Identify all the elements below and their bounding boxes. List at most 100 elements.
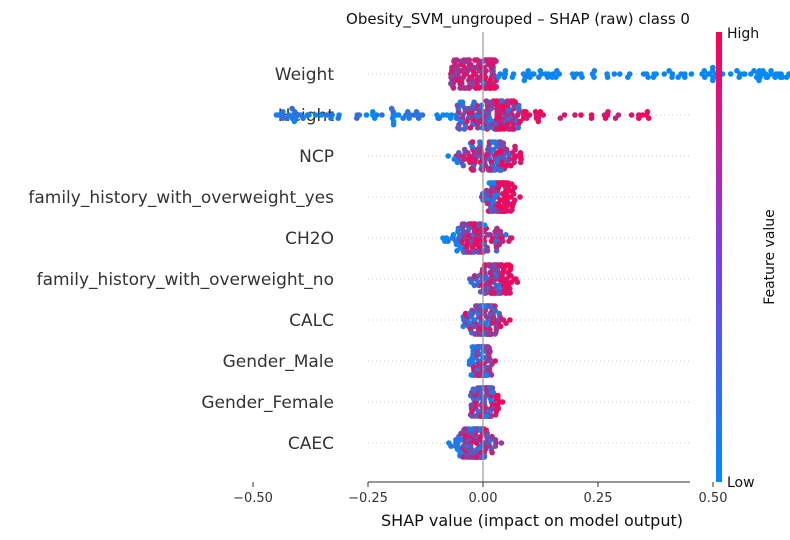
shap-point bbox=[492, 85, 498, 91]
shap-point bbox=[494, 126, 500, 132]
shap-point bbox=[474, 125, 481, 131]
shap-point bbox=[461, 126, 468, 132]
shap-point bbox=[682, 74, 688, 80]
shap-point bbox=[464, 249, 470, 255]
shap-point bbox=[477, 372, 484, 378]
shap-point bbox=[455, 225, 462, 232]
shap-point bbox=[467, 159, 473, 166]
shap-point bbox=[740, 71, 747, 77]
shap-point bbox=[496, 310, 503, 317]
shap-point bbox=[753, 74, 760, 80]
shap-point bbox=[442, 238, 448, 244]
shap-point bbox=[460, 323, 467, 330]
shap-point bbox=[494, 159, 501, 166]
shap-point bbox=[487, 167, 494, 173]
shap-point bbox=[645, 115, 652, 121]
shap-point bbox=[483, 85, 489, 91]
shap-point bbox=[604, 74, 611, 80]
shap-point bbox=[489, 139, 496, 145]
shap-point bbox=[499, 180, 505, 186]
shap-point bbox=[588, 115, 595, 121]
shap-point bbox=[492, 412, 499, 418]
shap-point bbox=[328, 115, 334, 121]
shap-point bbox=[453, 115, 460, 121]
shap-point bbox=[557, 115, 564, 121]
shap-point bbox=[469, 413, 475, 419]
shap-point bbox=[669, 74, 675, 80]
shap-point bbox=[517, 118, 523, 125]
shap-point bbox=[495, 74, 502, 80]
shap-point bbox=[496, 241, 503, 248]
shap-point bbox=[499, 208, 506, 214]
x-tick-label: −0.25 bbox=[348, 491, 388, 506]
shap-point bbox=[472, 241, 479, 248]
colorbar-low-label: Low bbox=[727, 475, 755, 491]
shap-point bbox=[491, 262, 497, 268]
shap-point bbox=[473, 454, 480, 460]
shap-point bbox=[470, 344, 477, 350]
shap-point bbox=[459, 99, 466, 105]
shap-point bbox=[483, 372, 490, 378]
shap-point bbox=[283, 115, 289, 121]
shap-point bbox=[466, 426, 473, 432]
shap-point bbox=[488, 238, 495, 244]
shap-point bbox=[579, 74, 585, 80]
shap-point bbox=[536, 74, 542, 80]
shap-point bbox=[466, 57, 472, 63]
shap-point bbox=[485, 146, 491, 153]
shap-point bbox=[483, 187, 490, 194]
shap-point bbox=[497, 323, 504, 330]
shap-point bbox=[572, 112, 578, 118]
shap-point bbox=[335, 115, 342, 121]
shap-point bbox=[291, 118, 298, 125]
shap-point bbox=[460, 162, 467, 169]
shap-point bbox=[645, 74, 651, 80]
shap-point bbox=[500, 238, 506, 244]
shap-point bbox=[736, 74, 742, 80]
shap-point bbox=[484, 200, 491, 207]
feature-label: family_history_with_overweight_no bbox=[37, 270, 334, 290]
shap-point bbox=[400, 115, 406, 121]
shap-point bbox=[506, 238, 512, 244]
shap-point bbox=[512, 99, 519, 105]
feature-rows: WeightHeightNCPfamily_history_with_overw… bbox=[28, 57, 790, 460]
shap-point bbox=[471, 449, 478, 456]
shap-point bbox=[469, 454, 475, 460]
shap-point bbox=[591, 68, 598, 74]
shap-point bbox=[471, 282, 478, 289]
shap-point bbox=[469, 139, 476, 145]
shap-point bbox=[486, 99, 492, 105]
shap-point bbox=[454, 248, 460, 254]
shap-point bbox=[531, 71, 537, 77]
shap-point bbox=[561, 112, 568, 118]
x-tick-label: −0.50 bbox=[233, 491, 273, 506]
shap-point bbox=[483, 413, 489, 419]
shap-point bbox=[388, 105, 395, 112]
shap-point bbox=[306, 112, 312, 118]
shap-point bbox=[466, 85, 473, 91]
shap-point bbox=[451, 57, 458, 63]
shap-point bbox=[493, 98, 500, 104]
shap-point bbox=[554, 68, 560, 74]
shap-point bbox=[312, 112, 319, 118]
shap-point bbox=[470, 167, 477, 173]
shap-point bbox=[370, 109, 376, 115]
shap-point bbox=[379, 112, 385, 118]
shap-point bbox=[508, 273, 514, 279]
shap-point bbox=[517, 159, 524, 166]
shap-point bbox=[471, 99, 477, 105]
shap-point bbox=[497, 228, 504, 235]
shap-point bbox=[479, 125, 486, 131]
shap-point bbox=[470, 386, 477, 393]
shap-point bbox=[764, 74, 771, 80]
shap-point bbox=[498, 98, 505, 104]
shap-point bbox=[526, 112, 533, 118]
shap-point bbox=[768, 68, 774, 74]
shap-point bbox=[711, 74, 717, 80]
colorbar bbox=[716, 32, 722, 482]
shap-point bbox=[628, 112, 635, 118]
shap-point bbox=[473, 426, 480, 432]
shap-point bbox=[487, 232, 494, 238]
shap-point bbox=[448, 443, 454, 450]
shap-point bbox=[467, 125, 474, 131]
